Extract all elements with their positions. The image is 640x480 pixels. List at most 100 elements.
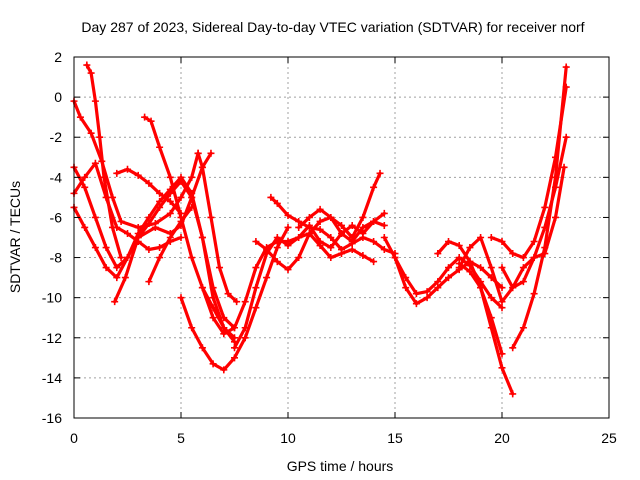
- data-point-marker: [113, 264, 121, 272]
- data-point-marker: [316, 225, 324, 233]
- data-point-marker: [273, 234, 281, 241]
- data-point-marker: [224, 290, 232, 298]
- data-point-marker: [166, 209, 174, 217]
- data-point-marker: [380, 246, 388, 254]
- data-point-marker: [124, 254, 131, 262]
- data-point-marker: [216, 264, 224, 272]
- data-point-marker: [111, 298, 119, 306]
- series-sat-p: [295, 205, 388, 246]
- data-point-marker: [156, 143, 164, 151]
- data-point-marker: [273, 199, 281, 207]
- data-point-marker: [498, 304, 506, 312]
- y-tick-label: 2: [54, 49, 62, 65]
- data-point-marker: [509, 250, 517, 258]
- data-point-marker: [412, 290, 420, 298]
- data-point-marker: [87, 69, 95, 77]
- data-point-marker: [498, 298, 506, 306]
- data-point-marker: [177, 234, 185, 241]
- data-point-marker: [327, 213, 335, 221]
- data-point-marker: [376, 169, 384, 177]
- series-sat-i: [145, 203, 196, 286]
- series-sat-w: [509, 63, 570, 352]
- series-line: [113, 151, 213, 304]
- data-point-marker: [156, 189, 164, 197]
- data-point-marker: [166, 234, 174, 241]
- data-point-marker: [233, 298, 241, 306]
- grid-layer: [74, 57, 609, 418]
- data-point-marker: [198, 344, 206, 352]
- data-point-marker: [91, 159, 99, 167]
- data-point-marker: [145, 179, 153, 187]
- data-point-marker: [231, 344, 238, 352]
- data-point-marker: [445, 274, 452, 282]
- data-point-marker: [100, 173, 108, 181]
- data-point-marker: [113, 169, 121, 177]
- y-tick-label: -4: [50, 169, 63, 185]
- data-point-marker: [81, 183, 89, 191]
- series-sat-o: [267, 193, 399, 258]
- data-point-marker: [519, 278, 527, 286]
- data-point-marker: [209, 360, 217, 368]
- series-sat-r: [391, 254, 506, 312]
- data-point-marker: [252, 264, 260, 272]
- data-point-marker: [519, 324, 527, 332]
- data-point-marker: [359, 213, 367, 221]
- data-point-marker: [530, 254, 538, 262]
- data-point-marker: [273, 244, 281, 252]
- data-point-marker: [241, 334, 249, 342]
- data-point-marker: [487, 294, 495, 302]
- data-point-marker: [434, 250, 442, 258]
- data-point-marker: [552, 173, 559, 181]
- series-sat-s: [434, 238, 517, 398]
- data-point-marker: [327, 234, 335, 241]
- data-point-marker: [102, 264, 110, 272]
- data-point-marker: [273, 258, 281, 266]
- data-point-marker: [177, 217, 185, 225]
- data-point-marker: [194, 149, 202, 157]
- data-point-marker: [198, 284, 206, 292]
- x-tick-label: 20: [494, 430, 510, 446]
- data-point-marker: [220, 330, 228, 338]
- data-point-marker: [552, 213, 559, 221]
- data-point-marker: [380, 221, 388, 229]
- data-point-marker: [117, 254, 125, 262]
- data-point-marker: [348, 246, 356, 254]
- data-point-marker: [338, 246, 345, 254]
- data-point-marker: [121, 274, 129, 282]
- data-point-marker: [113, 223, 121, 231]
- data-point-marker: [370, 238, 378, 246]
- data-point-marker: [83, 61, 91, 69]
- data-point-marker: [109, 193, 117, 201]
- data-point-marker: [487, 314, 495, 322]
- data-point-marker: [209, 294, 217, 302]
- data-point-marker: [305, 213, 313, 221]
- data-point-marker: [156, 254, 164, 262]
- data-point-marker: [81, 173, 89, 181]
- series-sat-n: [252, 169, 384, 274]
- data-point-marker: [177, 294, 185, 302]
- data-point-marker: [263, 246, 271, 254]
- data-point-marker: [477, 284, 485, 292]
- y-tick-label: -14: [42, 370, 62, 386]
- series-layer: [70, 61, 570, 398]
- data-point-marker: [177, 173, 185, 181]
- series-line: [196, 151, 239, 304]
- data-point-marker: [134, 171, 142, 179]
- data-point-marker: [134, 234, 142, 241]
- x-tick-label: 10: [280, 430, 296, 446]
- series-line: [489, 85, 568, 260]
- data-point-marker: [477, 234, 485, 241]
- data-point-marker: [338, 229, 345, 237]
- data-point-marker: [316, 205, 324, 213]
- data-point-marker: [434, 278, 442, 286]
- data-point-marker: [305, 229, 313, 237]
- data-point-marker: [220, 366, 228, 374]
- data-point-marker: [509, 284, 517, 292]
- y-tick-label: -8: [50, 250, 63, 266]
- chart-title: Day 287 of 2023, Sidereal Day-to-day VTE…: [81, 19, 584, 35]
- data-point-marker: [124, 229, 131, 237]
- series-sat-k: [177, 223, 292, 374]
- data-point-marker: [477, 264, 485, 272]
- series-sat-h: [113, 165, 185, 217]
